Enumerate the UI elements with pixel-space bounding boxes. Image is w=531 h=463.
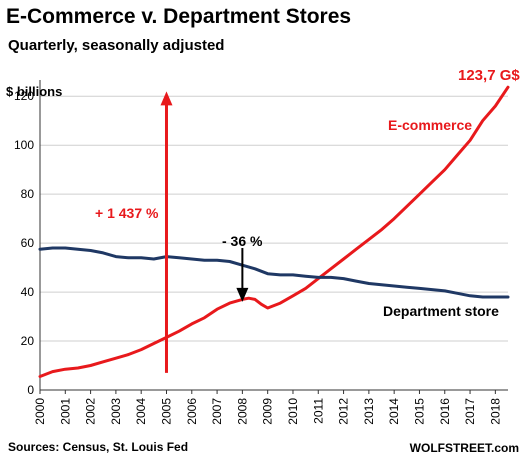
ecommerce-line	[38, 85, 510, 378]
x-tick-label: 2011	[311, 398, 325, 424]
department-series-label: Department store	[383, 303, 499, 319]
y-tick-label: 0	[27, 383, 34, 397]
source-note: Sources: Census, St. Louis Fed	[8, 440, 189, 454]
y-tick-label: 20	[21, 334, 35, 348]
decline-label: - 36 %	[222, 233, 263, 249]
x-tick-label: 2003	[109, 398, 123, 425]
x-tick-label: 2018	[488, 398, 502, 425]
x-tick-label: 2012	[337, 398, 351, 425]
x-tick-label: 2000	[33, 398, 47, 425]
x-tick-label: 2009	[261, 398, 275, 425]
y-tick-label: 40	[21, 285, 35, 299]
y-axis-label: $ billions	[6, 84, 62, 99]
x-tick-label: 2004	[134, 398, 148, 425]
ecommerce-series-label: E-commerce	[388, 117, 472, 133]
x-tick-label: 2007	[210, 398, 224, 425]
decline-arrow-head	[236, 287, 249, 302]
growth-label: + 1 437 %	[95, 205, 159, 221]
x-tick-label: 2008	[235, 398, 249, 425]
x-tick-label: 2013	[362, 398, 376, 425]
y-tick-label: 60	[21, 236, 35, 250]
chart-subtitle: Quarterly, seasonally adjusted	[8, 37, 225, 54]
axes: 0 20 40 60 80 100 120 2000 2001 2002 2003 2004 2005 2…	[6, 80, 508, 425]
chart-title: E-Commerce v. Department Stores	[6, 5, 352, 28]
x-tick-label: 2017	[463, 398, 477, 425]
credit-note: WOLFSTREET.com	[409, 441, 519, 455]
x-tick-label: 2016	[438, 398, 452, 425]
x-tick-label: 2015	[412, 398, 426, 425]
growth-arrow-head	[160, 91, 173, 106]
series-lines	[38, 85, 510, 378]
x-tick-label: 2010	[286, 398, 300, 425]
x-tick-label: 2001	[58, 398, 72, 425]
x-tick-label: 2006	[185, 398, 199, 425]
grid-lines	[40, 95, 508, 391]
department-store-line	[38, 246, 510, 299]
end-value-label: 123,7 G$	[458, 67, 520, 84]
x-tick-label: 2005	[159, 398, 173, 425]
x-tick-label: 2014	[387, 398, 401, 425]
y-tick-label: 80	[21, 187, 35, 201]
annotations: 123,7 G$ E-commerce + 1 437 % - 36 % Departm…	[95, 67, 520, 373]
y-tick-label: 100	[14, 138, 34, 152]
y-tick-label: 120	[14, 89, 34, 103]
x-tick-label: 2002	[84, 398, 98, 425]
